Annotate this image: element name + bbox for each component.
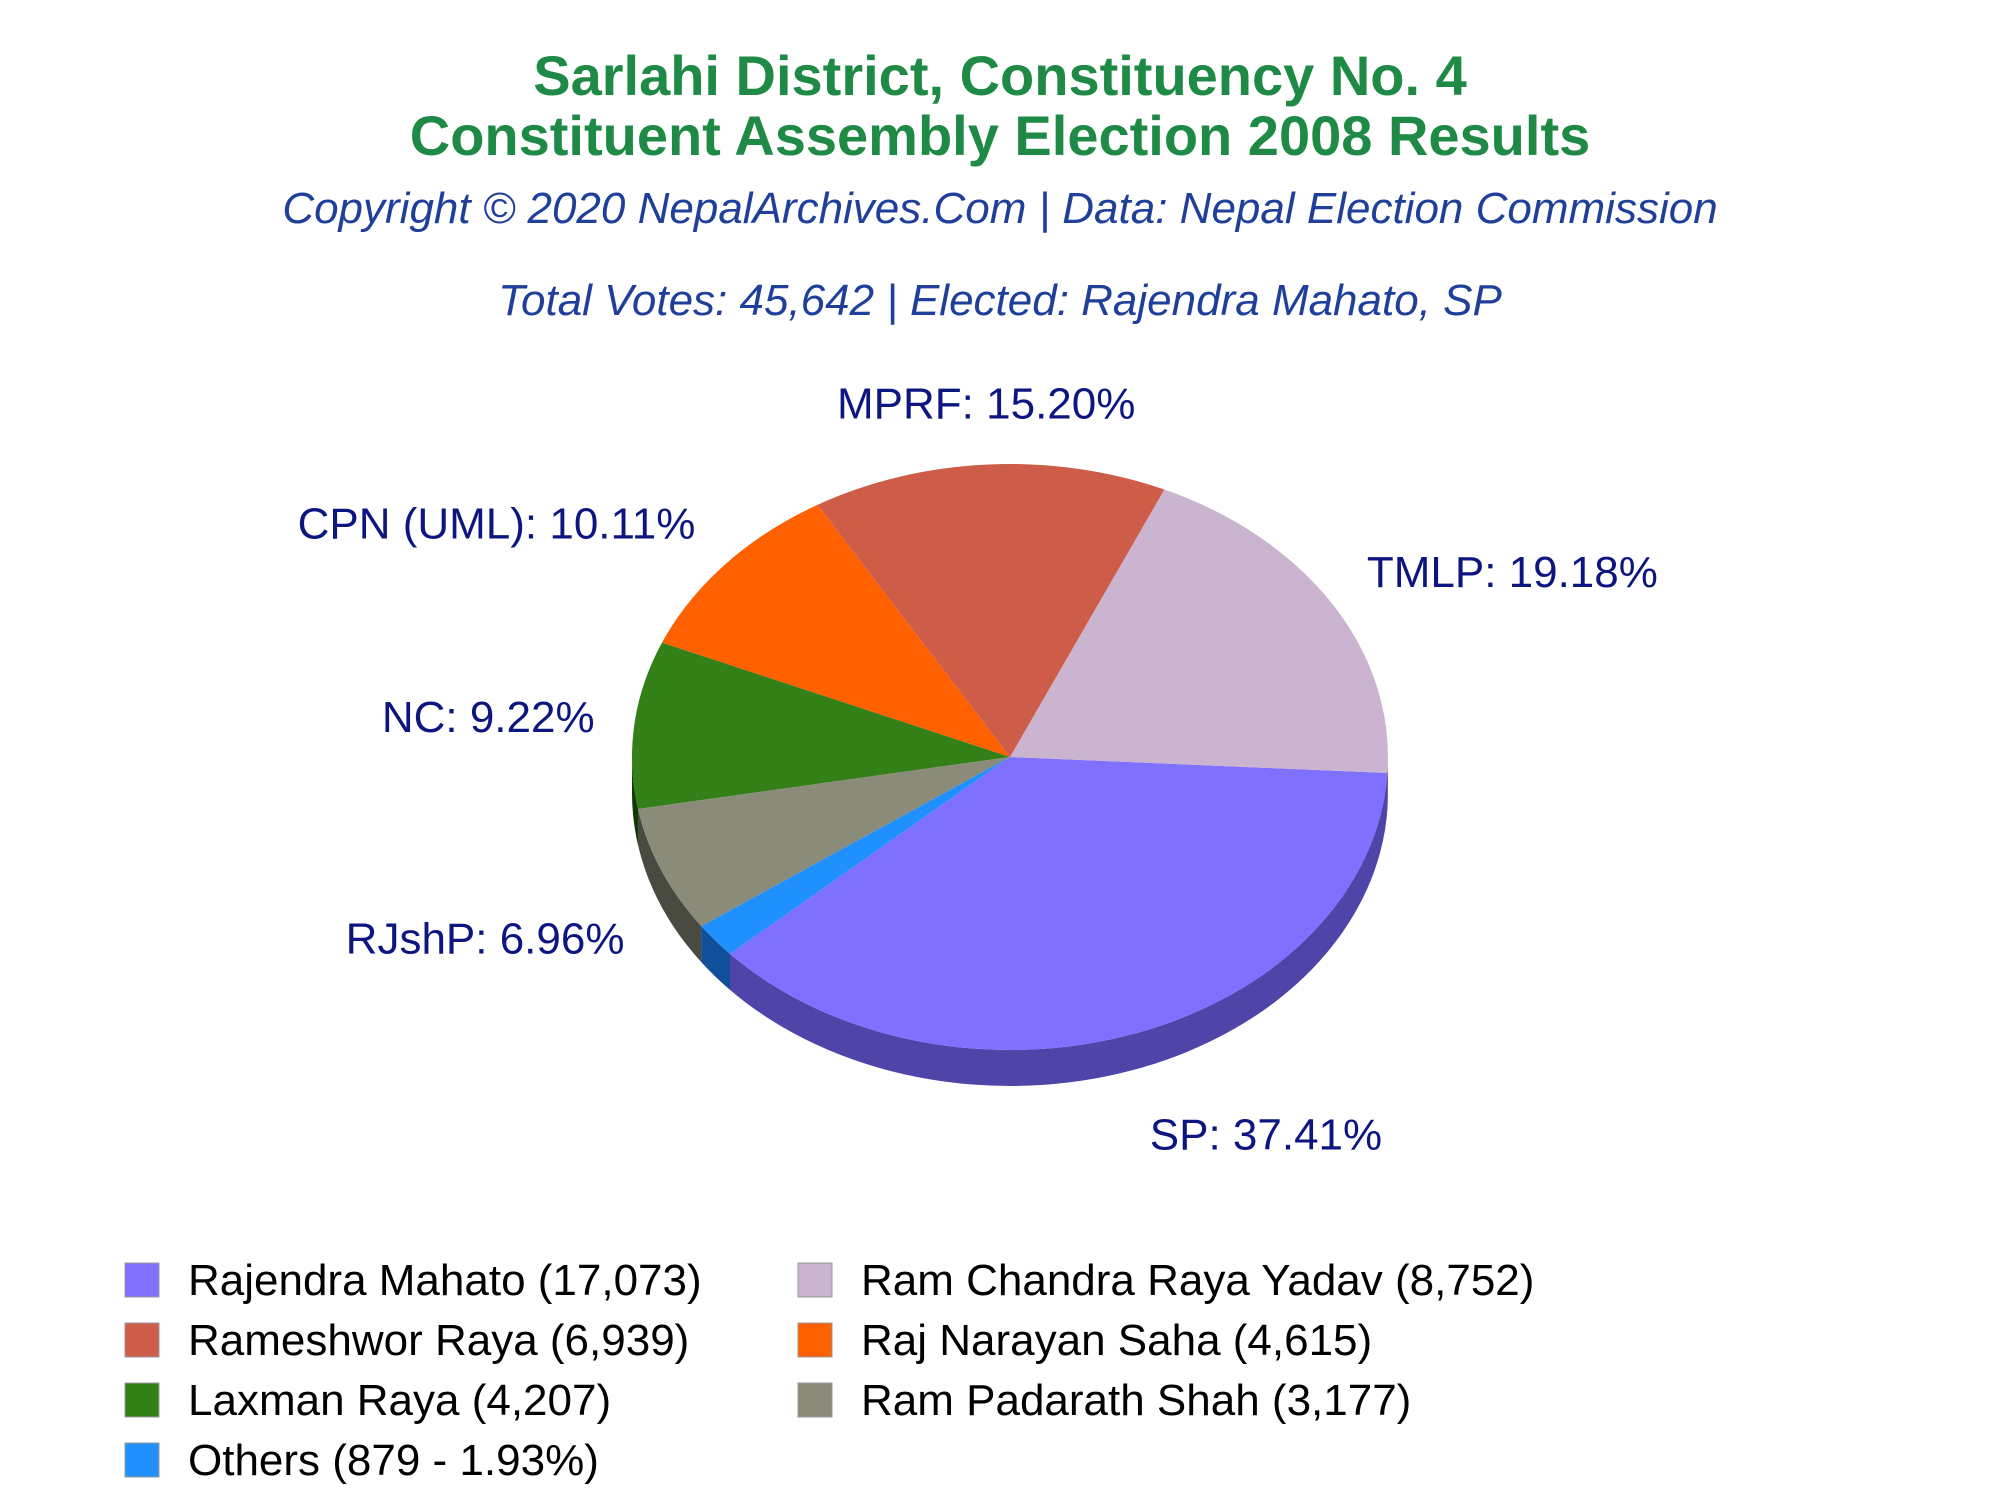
pie-side-1 xyxy=(729,773,1388,1086)
legend-swatch xyxy=(124,1262,160,1298)
copyright-text: Copyright © 2020 NepalArchives.Com | Dat… xyxy=(282,184,1717,233)
legend-swatch xyxy=(797,1382,833,1418)
pie-top xyxy=(631,464,1388,1050)
legend-label: Others (879 - 1.93%) xyxy=(188,1436,599,1485)
legend-item-2: Ram Chandra Raya Yadav (8,752) xyxy=(797,1256,1534,1305)
chart-title-line2: Constituent Assembly Election 2008 Resul… xyxy=(410,104,1590,167)
slice-label-cpn-uml: CPN (UML): 10.11% xyxy=(298,500,696,549)
legend: Rajendra Mahato (17,073) Ram Chandra Raya… xyxy=(124,1256,1534,1485)
slice-label-sp: SP: 37.41% xyxy=(1150,1111,1382,1160)
legend-item-5: Laxman Raya (4,207) xyxy=(124,1376,611,1425)
pie-labels: SP: 37.41% TMLP: 19.18% MPRF: 15.20% CPN (U… xyxy=(298,380,1658,1160)
pie-slice-7 xyxy=(701,757,1010,954)
legend-item-1: Rajendra Mahato (17,073) xyxy=(124,1256,702,1305)
pie-sides xyxy=(632,757,1388,1086)
pie-slice-3 xyxy=(817,464,1165,757)
legend-swatch xyxy=(797,1322,833,1358)
pie-slice-6 xyxy=(637,757,1010,927)
summary-text: Total Votes: 45,642 | Elected: Rajendra … xyxy=(498,276,1502,325)
slice-label-nc: NC: 9.22% xyxy=(382,693,595,742)
legend-label: Ram Padarath Shah (3,177) xyxy=(861,1376,1411,1425)
legend-label: Rameshwor Raya (6,939) xyxy=(188,1316,689,1365)
legend-label: Laxman Raya (4,207) xyxy=(188,1376,611,1425)
legend-swatch xyxy=(124,1322,160,1358)
pie-slice-2 xyxy=(1010,489,1388,774)
legend-item-3: Rameshwor Raya (6,939) xyxy=(124,1316,689,1365)
legend-swatch xyxy=(124,1442,160,1478)
pie-side-5 xyxy=(632,757,638,845)
chart-title-line1: Sarlahi District, Constituency No. 4 xyxy=(533,44,1467,107)
legend-label: Ram Chandra Raya Yadav (8,752) xyxy=(861,1256,1534,1305)
pie-slice-1 xyxy=(729,757,1388,1050)
legend-item-7: Others (879 - 1.93%) xyxy=(124,1436,599,1485)
legend-item-4: Raj Narayan Saha (4,615) xyxy=(797,1316,1372,1365)
legend-swatch xyxy=(124,1382,160,1418)
legend-swatch xyxy=(797,1262,833,1298)
legend-label: Rajendra Mahato (17,073) xyxy=(188,1256,702,1305)
slice-label-tmlp: TMLP: 19.18% xyxy=(1367,548,1658,597)
slice-label-mprf: MPRF: 15.20% xyxy=(837,380,1135,429)
pie-slice-4 xyxy=(661,504,1010,757)
pie-side-2 xyxy=(1387,757,1388,810)
slice-label-rjshp: RJshP: 6.96% xyxy=(346,914,625,963)
pie-slice-5 xyxy=(631,642,1010,809)
pie-side-6 xyxy=(637,808,702,963)
legend-item-6: Ram Padarath Shah (3,177) xyxy=(797,1376,1411,1425)
pie-side-7 xyxy=(701,926,730,990)
legend-label: Raj Narayan Saha (4,615) xyxy=(861,1316,1372,1365)
